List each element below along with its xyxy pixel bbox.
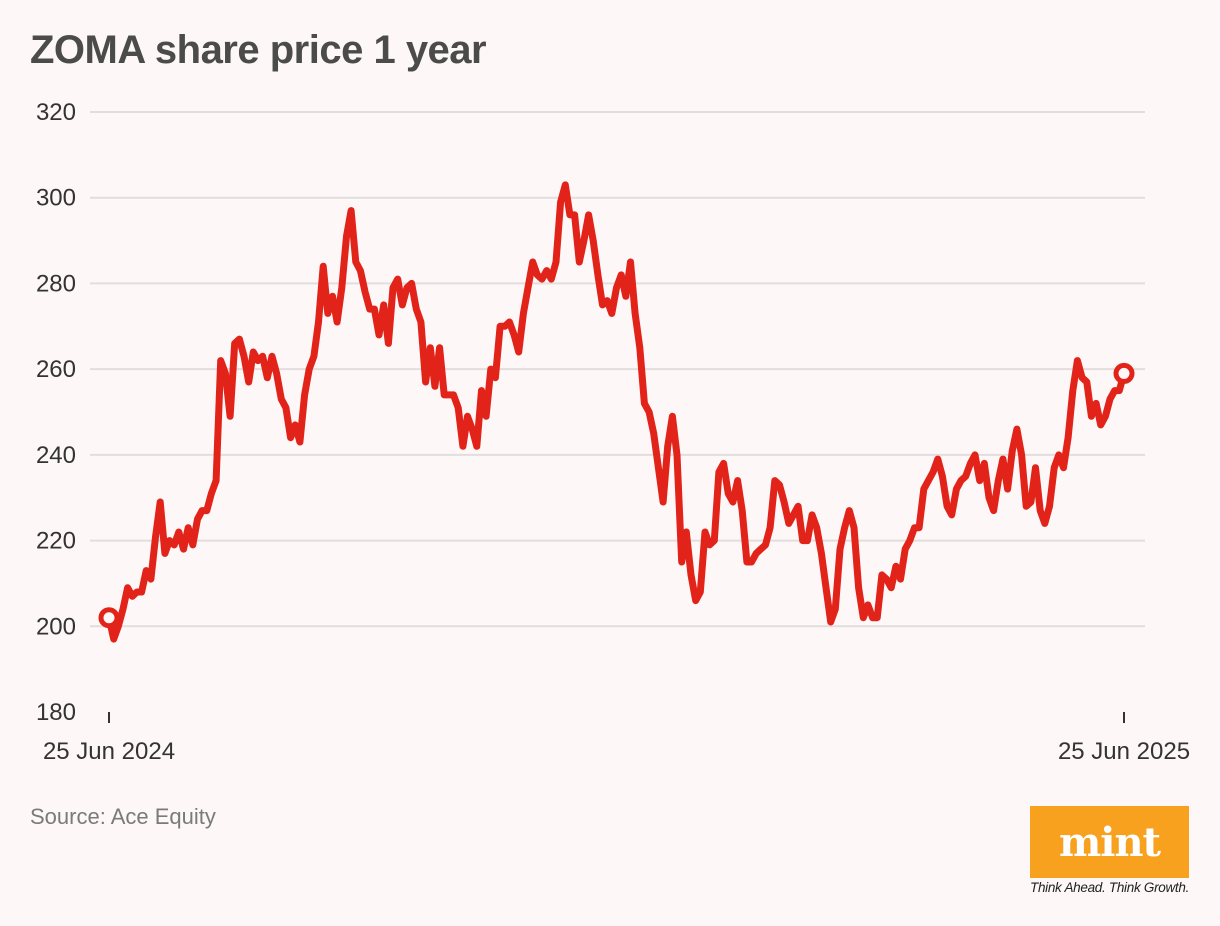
source-note: Source: Ace Equity	[30, 804, 216, 829]
y-tick-label: 240	[36, 442, 76, 469]
end-point-marker	[1113, 362, 1135, 384]
x-tick-label: 25 Jun 2025	[1058, 738, 1190, 765]
y-tick-label: 260	[36, 356, 76, 383]
y-tick-label: 280	[36, 270, 76, 297]
x-axis: 25 Jun 2024 25 Jun 2025	[43, 712, 1190, 765]
price-line	[105, 181, 1128, 643]
start-point-marker	[98, 607, 120, 629]
chart-title: ZOMA share price 1 year	[30, 28, 487, 72]
y-tick-label: 200	[36, 613, 76, 640]
y-axis: 180 200 220 240 260 280 300 320	[36, 99, 76, 726]
logo-tagline: Think Ahead. Think Growth.	[1030, 880, 1190, 895]
y-tick-label: 320	[36, 99, 76, 126]
x-tick-label: 25 Jun 2024	[43, 738, 175, 765]
logo-wordmark: mint	[1058, 818, 1161, 866]
mint-logo: mint	[1030, 806, 1189, 878]
y-tick-label: 180	[36, 699, 76, 726]
y-tick-label: 300	[36, 185, 76, 212]
series	[98, 181, 1135, 643]
y-tick-label: 220	[36, 528, 76, 555]
